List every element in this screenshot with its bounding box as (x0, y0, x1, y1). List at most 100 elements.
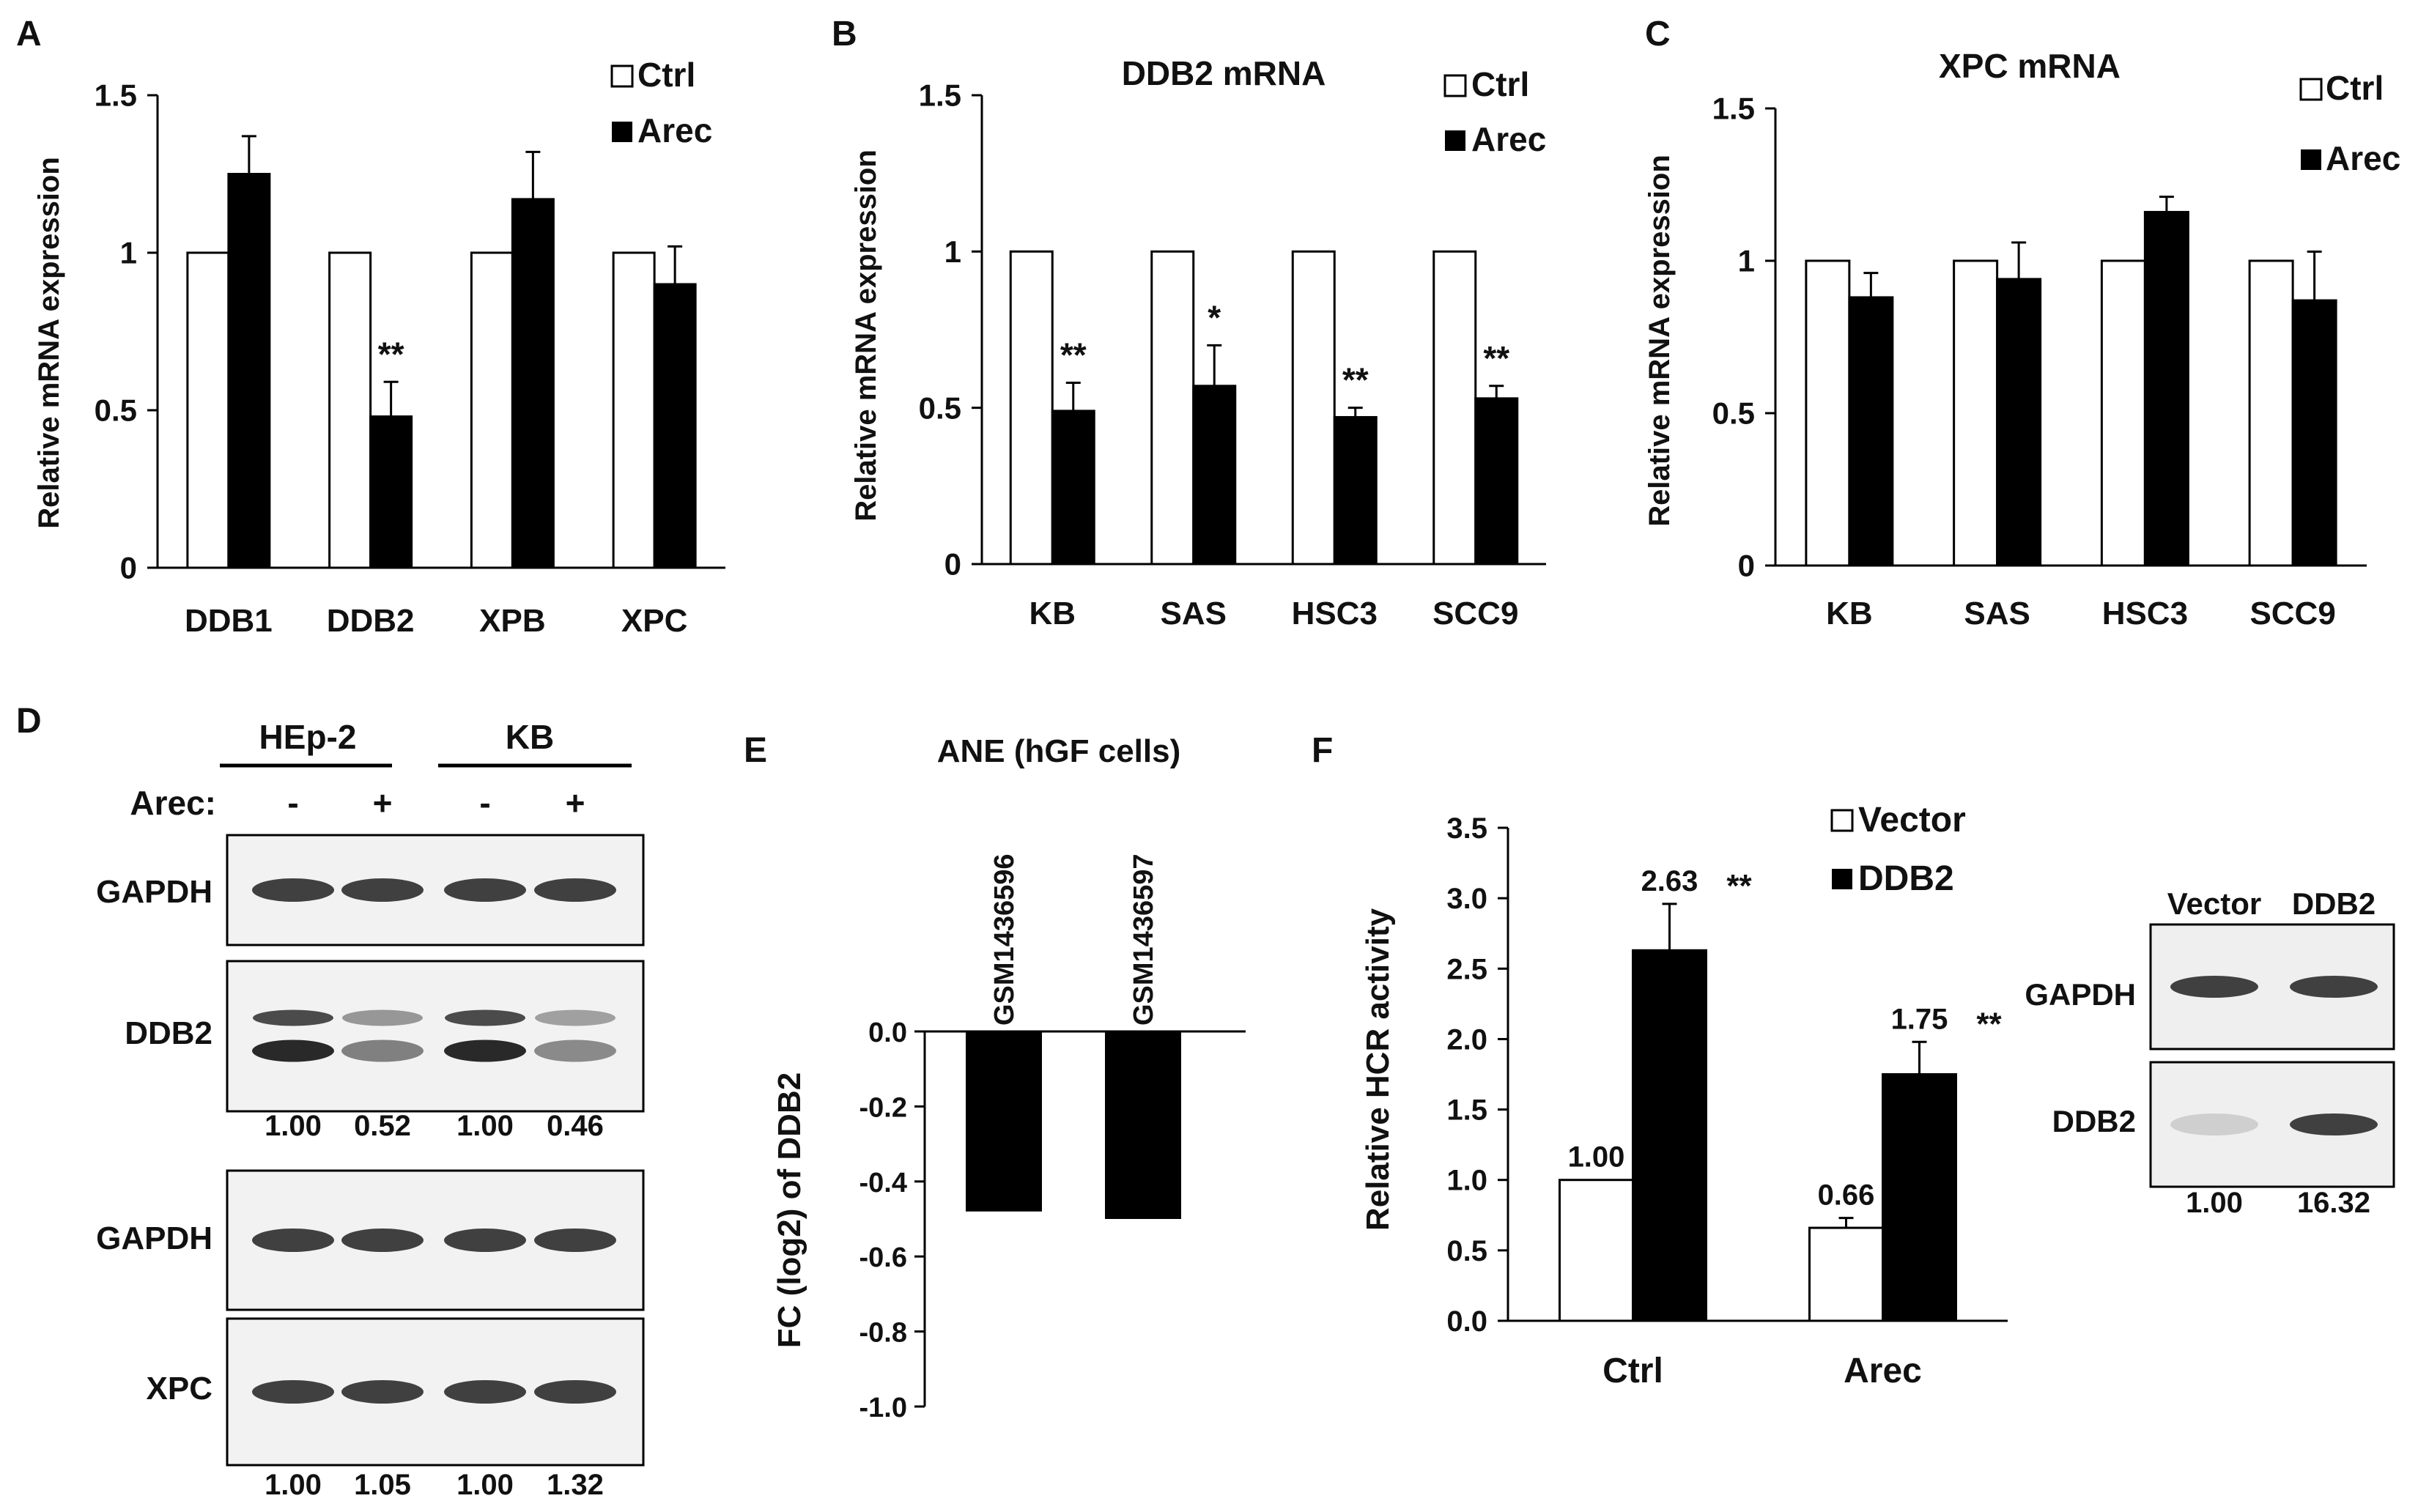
chart-b-ylabel: Relative mRNA expression (850, 149, 882, 522)
significance-marker: * (1208, 298, 1221, 336)
blot-treatment-label: Arec: (130, 784, 216, 822)
blot-label-gapdh-1: GAPDH (96, 874, 212, 910)
blot-band (444, 1380, 526, 1404)
blot-label-gapdh-2: GAPDH (96, 1220, 212, 1256)
x-category-label: GSM1436596 (989, 854, 1020, 1026)
chart-e: ANE (hGF cells) FC (log2) of DDB2 0.0 -0.… (772, 733, 1246, 1423)
lane-treatment: - (287, 784, 298, 822)
significance-marker: ** (378, 335, 404, 373)
blot-band (2290, 1113, 2378, 1135)
significance-marker: ** (1060, 336, 1087, 374)
blot-f-label-gapdh: GAPDH (2025, 977, 2136, 1012)
quant-value: 1.00 (456, 1110, 514, 1142)
quant-value: 1.00 (265, 1110, 322, 1142)
blot-d-quant-xpc: 1.00 1.05 1.00 1.32 (265, 1469, 604, 1501)
quant-value: 1.00 (265, 1469, 322, 1501)
bar-arec (511, 198, 555, 569)
quant-value: 1.00 (456, 1469, 514, 1501)
blot-d-membranes (226, 834, 645, 1467)
y-tick-label: -0.2 (859, 1092, 907, 1123)
blot-band (341, 878, 424, 902)
blot-band (535, 1009, 615, 1026)
chart-c-ylabel: Relative mRNA expression (1644, 155, 1676, 527)
y-tick-label: 2.5 (1446, 953, 1487, 985)
blot-f-lane-vector: Vector (2167, 886, 2261, 921)
bar-ctrl (1291, 250, 1336, 566)
chart-e-title: ANE (hGF cells) (937, 733, 1181, 769)
legend-swatch-ctrl (2299, 78, 2323, 101)
bar-ctrl (186, 251, 230, 569)
y-tick-label: 1.5 (95, 78, 137, 113)
chart-a-legend: Ctrl Arec (610, 56, 712, 149)
bar-ddb2 (1882, 1073, 1957, 1322)
y-tick-label: 1.0 (1446, 1165, 1487, 1197)
lane-treatment: - (479, 784, 490, 822)
panel-label-d: D (16, 702, 42, 741)
chart-b: DDB2 mRNA Relative mRNA expression 0 0.5 1… (850, 54, 1546, 631)
bar-arec (1192, 385, 1237, 566)
blot-band (445, 1009, 525, 1026)
blot-d-lane-treatments: - + - + (287, 784, 585, 822)
bar-arec (1996, 278, 2042, 567)
bar-vector (1808, 1226, 1884, 1322)
significance-marker: ** (1483, 339, 1509, 377)
blot-band (252, 1380, 334, 1404)
bar-vector (1559, 1179, 1634, 1322)
y-tick-label: 1.5 (1446, 1094, 1487, 1127)
bar-arec (2291, 299, 2337, 567)
legend-label-arec: Arec (2326, 139, 2400, 177)
legend-label-ctrl: Ctrl (1471, 65, 1529, 103)
bar (1105, 1031, 1181, 1219)
bar-ctrl (612, 251, 656, 569)
y-tick-label: 0 (944, 547, 961, 582)
legend-swatch-ctrl (610, 64, 634, 88)
blot-membrane (226, 960, 645, 1113)
legend-label-vector: Vector (1858, 801, 1966, 840)
blot-f-label-ddb2: DDB2 (2052, 1104, 2136, 1138)
panel-label-a: A (16, 15, 42, 53)
bar-arec (1848, 296, 1894, 567)
bar-arec (653, 283, 697, 569)
x-category-label: SCC9 (1432, 596, 1518, 631)
chart-a-plot: 0 0.5 1 1.5 DDB1 DDB2 ** XPB XPC (95, 78, 725, 639)
bar-ctrl (2100, 259, 2146, 567)
lane-treatment: + (566, 784, 585, 822)
western-blot-d: HEp-2 KB Arec: - + - + GAPDH DDB2 GAPDH … (96, 718, 645, 1501)
quant-value: 16.32 (2297, 1187, 2370, 1219)
y-tick-label: 3.5 (1446, 812, 1487, 845)
lane-treatment: + (373, 784, 393, 822)
chart-f: Relative HCR activity 0.0 0.5 1.0 1.5 2.0 2.5… (1360, 801, 2008, 1390)
significance-marker: ** (1976, 1006, 2002, 1042)
bar-ctrl (470, 251, 514, 569)
chart-b-legend: Ctrl Arec (1443, 65, 1546, 158)
x-category-label: XPC (621, 603, 687, 639)
bar-arec (1051, 410, 1095, 566)
x-category-label: KB (1826, 596, 1873, 631)
x-category-label: DDB2 (327, 603, 415, 639)
x-category-label: KB (1029, 596, 1076, 631)
blot-group-kb: KB (506, 718, 554, 756)
chart-b-title: DDB2 mRNA (1122, 54, 1326, 92)
chart-a-ylabel: Relative mRNA expression (33, 157, 65, 529)
quant-value: 1.05 (354, 1469, 411, 1501)
blot-band (253, 1009, 333, 1026)
chart-f-plot: 0.0 0.5 1.0 1.5 2.0 2.5 3.0 3.5 Ctrl 1.00 2.63 ** Ar… (1446, 812, 2008, 1390)
bar-arec (227, 173, 271, 569)
blot-band (534, 1380, 616, 1404)
blot-band (341, 1228, 424, 1252)
bar-ddb2 (1632, 949, 1707, 1322)
panel-label-b: B (832, 15, 857, 53)
blot-d-quant-ddb2: 1.00 0.52 1.00 0.46 (265, 1110, 604, 1142)
y-tick-label: 1.5 (1712, 92, 1755, 126)
x-category-label: DDB1 (185, 603, 273, 639)
bar-ctrl (328, 251, 372, 569)
legend-swatch-arec (1445, 130, 1465, 151)
blot-band (534, 878, 616, 902)
blot-band (444, 1040, 526, 1062)
bar-arec (2143, 210, 2189, 567)
x-category-label: Arec (1844, 1352, 1922, 1390)
blot-band (534, 1040, 616, 1062)
x-category-label: SAS (1161, 596, 1227, 631)
bar-value-label: 0.66 (1818, 1179, 1875, 1212)
bar-ctrl (1150, 250, 1195, 566)
